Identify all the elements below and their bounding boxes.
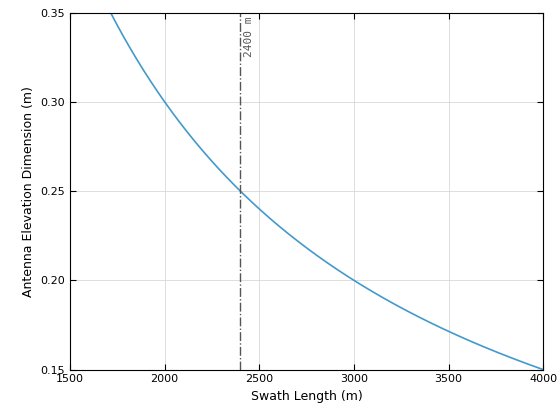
Y-axis label: Antenna Elevation Dimension (m): Antenna Elevation Dimension (m): [22, 86, 35, 297]
X-axis label: Swath Length (m): Swath Length (m): [251, 390, 362, 403]
Text: 2400 m: 2400 m: [244, 16, 254, 57]
